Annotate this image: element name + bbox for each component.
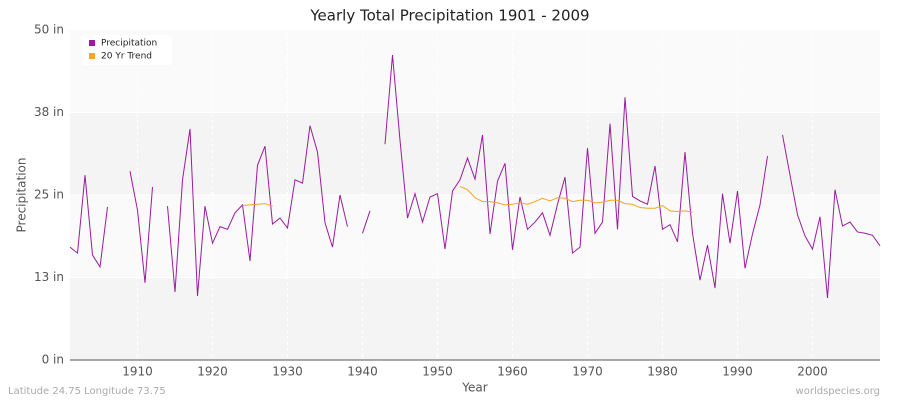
- footer-right: worldspecies.org: [796, 386, 880, 397]
- x-tick-label: 1980: [647, 365, 678, 379]
- series-line: [129, 171, 153, 283]
- x-tick-label: 2000: [797, 365, 828, 379]
- chart-title: Yearly Total Precipitation 1901 - 2009: [309, 7, 589, 25]
- y-tick-label: 13 in: [34, 270, 64, 284]
- x-axis-label: Year: [461, 381, 487, 395]
- legend-swatch: [89, 40, 95, 46]
- legend-box: [82, 35, 172, 65]
- series-line: [69, 175, 108, 269]
- plot-band: [70, 30, 880, 113]
- x-tick-label: 1930: [272, 365, 303, 379]
- series-line: [362, 210, 371, 234]
- x-tick-label: 1920: [197, 365, 228, 379]
- series-line: [384, 55, 768, 289]
- legend-swatch: [89, 53, 95, 59]
- legend-label: Precipitation: [101, 39, 157, 49]
- x-tick-label: 1970: [572, 365, 603, 379]
- x-tick-label: 1950: [422, 365, 453, 379]
- series-line: [242, 203, 273, 207]
- plot-band: [70, 195, 880, 278]
- y-axis-label: Precipitation: [15, 157, 29, 232]
- series-line: [167, 125, 348, 297]
- footer-left: Latitude 24.75 Longitude 73.75: [8, 386, 166, 397]
- y-tick-label: 50 in: [34, 23, 64, 37]
- legend-label: 20 Yr Trend: [101, 52, 152, 62]
- y-tick-label: 25 in: [34, 188, 64, 202]
- y-tick-label: 38 in: [34, 105, 64, 119]
- x-tick-label: 1990: [722, 365, 753, 379]
- x-tick-label: 1960: [497, 365, 528, 379]
- y-tick-label: 0 in: [42, 353, 64, 367]
- series-line: [782, 134, 881, 299]
- series-line: [459, 185, 693, 213]
- x-tick-label: 1910: [122, 365, 153, 379]
- x-tick-label: 1940: [347, 365, 378, 379]
